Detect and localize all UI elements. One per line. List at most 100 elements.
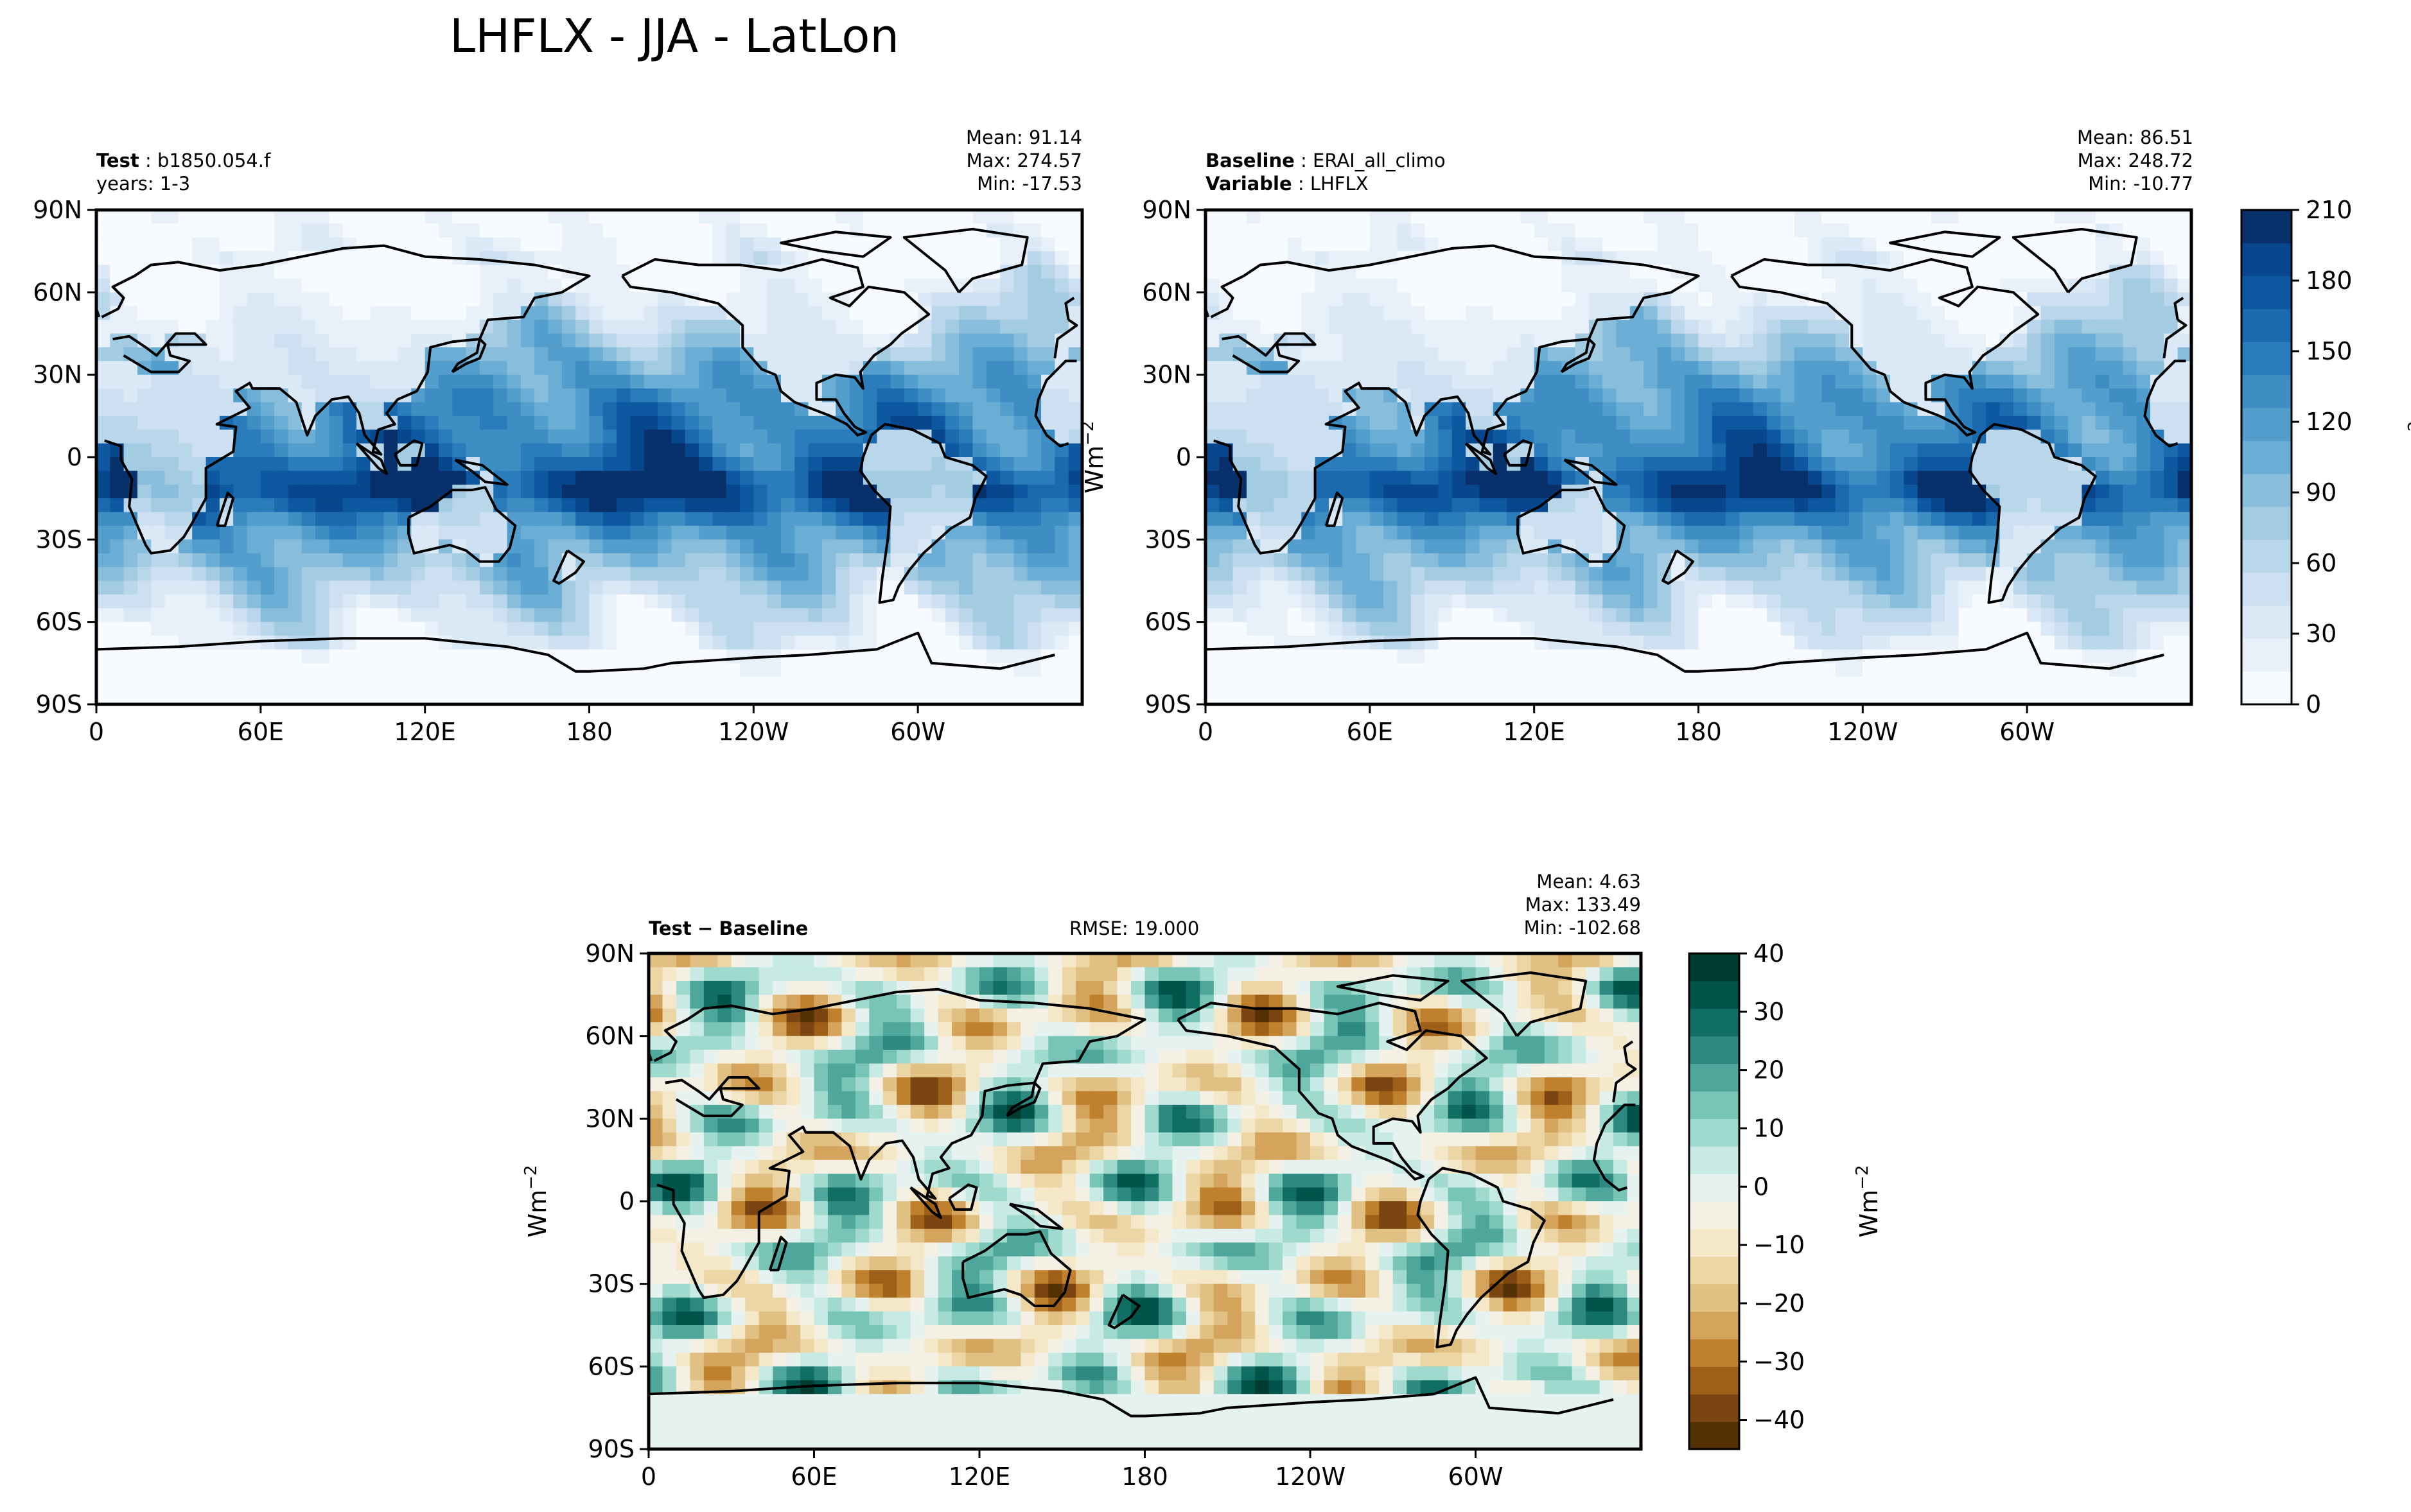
map-cell [780,580,795,595]
map-cell [383,430,398,444]
map-cell [260,677,275,691]
map-cell [1534,677,1548,691]
map-cell [1904,677,1918,691]
map-cell [1534,621,1548,636]
map-cell [945,553,960,568]
map-cell [986,292,1001,307]
map-cell [1889,320,1904,335]
map-cell [137,223,152,238]
map-cell [137,374,152,389]
map-cell [904,539,918,554]
map-cell [1425,210,1439,224]
map-cell [2068,361,2083,376]
map-cell [370,415,385,430]
map-cell [1260,498,1275,513]
map-cell [589,402,604,417]
map-cell [274,539,289,554]
map-cell [151,210,166,224]
map-cell [1425,457,1439,471]
map-cell [767,580,782,595]
map-cell [233,210,248,224]
map-cell [206,677,220,691]
map-cell [1808,457,1822,471]
map-cell [123,594,138,609]
map-cell [890,292,905,307]
map-cell [1479,361,1494,376]
map-cell [151,663,166,677]
map-cell [1397,430,1412,444]
map-cell [1588,677,1603,691]
map-cell [1479,388,1494,403]
map-cell [712,306,727,320]
map-cell [1780,237,1795,252]
map-cell [1013,553,1028,568]
map-cell [1657,539,1672,554]
map-cell [123,663,138,677]
map-cell [534,498,549,513]
map-cell [699,415,713,430]
map-cell [1013,471,1028,485]
map-cell [151,567,166,582]
map-cell [1602,388,1617,403]
map-cell [849,580,864,595]
map-cell [1397,292,1412,307]
map-cell [192,663,207,677]
map-cell [877,374,891,389]
map-cell [1863,388,1877,403]
map-cell [1219,361,1234,376]
map-cell [1767,415,1782,430]
map-cell [712,677,727,691]
map-cell [1999,278,2014,293]
map-cell [1383,210,1398,224]
map-cell [1219,525,1234,540]
map-cell [1616,347,1631,361]
map-cell [1534,663,1548,677]
map-cell [1027,677,1042,691]
map-cell [1685,649,1699,664]
map-cell [836,374,850,389]
map-cell [137,567,152,582]
map-cell [452,347,467,361]
map-cell [1602,223,1617,238]
map-cell [438,292,453,307]
map-cell [849,237,864,252]
map-cell [329,333,344,348]
map-cell [370,278,385,293]
map-cell [794,430,809,444]
map-cell [753,677,768,691]
map-cell [1889,539,1904,554]
map-cell [1451,663,1466,677]
map-cell [1821,677,1836,691]
map-cell [1616,471,1631,485]
map-cell [1863,471,1877,485]
map-cell [767,457,782,471]
map-cell [452,484,467,499]
map-cell [726,430,741,444]
map-cell [178,649,193,664]
map-cell [890,539,905,554]
map-cell [561,251,576,266]
map-cell [2082,361,2096,376]
map-cell [1767,430,1782,444]
map-cell [1356,663,1371,677]
map-cell [589,443,604,458]
map-cell [219,525,234,540]
map-cell [931,636,946,650]
map-cell [123,320,138,335]
map-cell [1479,580,1494,595]
map-cell [151,430,166,444]
map-cell [1644,251,1658,266]
map-cell [1739,539,1754,554]
map-cell [260,347,275,361]
map-cell [1588,278,1603,293]
map-cell [1588,237,1603,252]
map-cell [1931,484,1945,499]
map-cell [589,278,604,293]
map-cell [849,251,864,266]
map-cell [370,580,385,595]
map-cell [1904,553,1918,568]
map-cell [356,251,371,266]
map-cell [548,430,563,444]
map-cell [1520,292,1535,307]
map-cell [1712,223,1726,238]
